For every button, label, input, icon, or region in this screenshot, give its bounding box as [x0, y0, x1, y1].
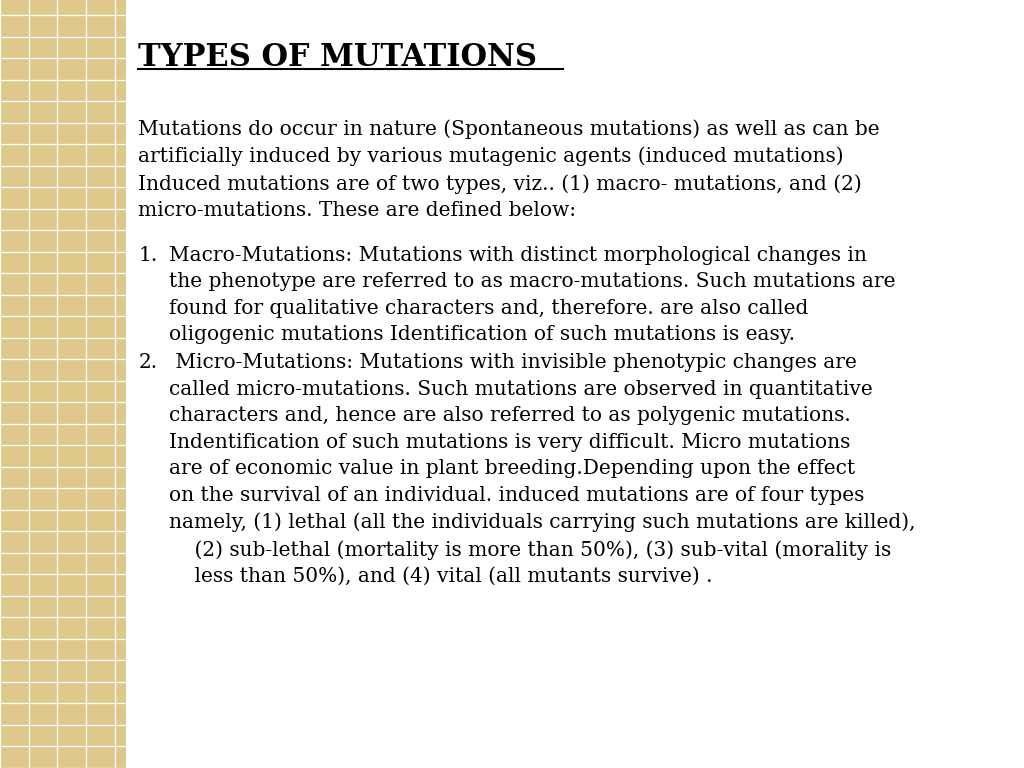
- Text: Mutations do occur in nature (Spontaneous mutations) as well as can be
artificia: Mutations do occur in nature (Spontaneou…: [138, 119, 880, 220]
- Text: 2.: 2.: [138, 353, 158, 372]
- Text: TYPES OF MUTATIONS: TYPES OF MUTATIONS: [138, 42, 538, 73]
- Text: Macro-Mutations: Mutations with distinct morphological changes in
the phenotype : Macro-Mutations: Mutations with distinct…: [169, 246, 895, 344]
- Bar: [0, 0, 126, 768]
- Text: 1.: 1.: [138, 246, 158, 265]
- Text: Micro-Mutations: Mutations with invisible phenotypic changes are
called micro-mu: Micro-Mutations: Mutations with invisibl…: [169, 353, 915, 586]
